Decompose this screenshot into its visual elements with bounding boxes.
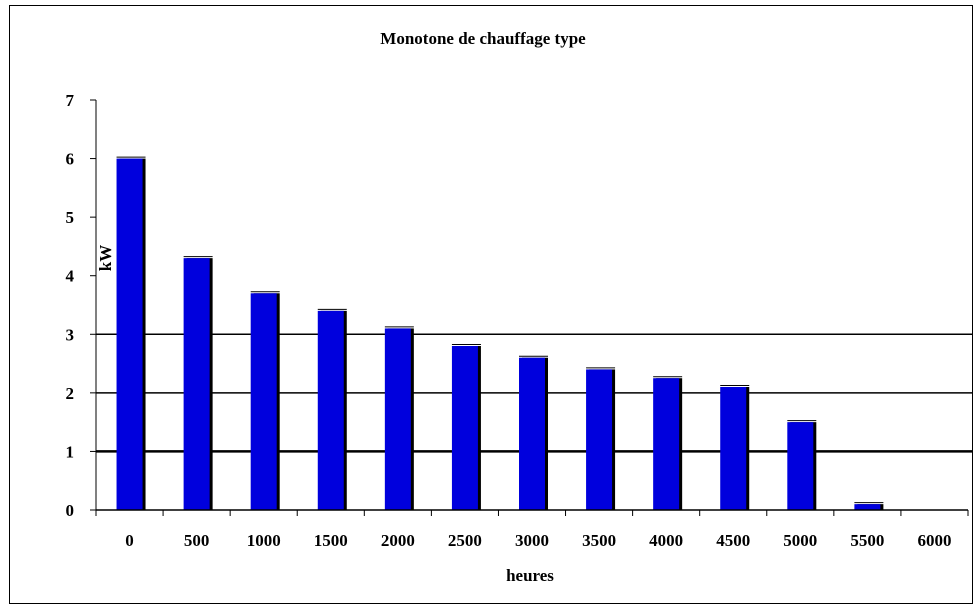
bar-1000 bbox=[250, 291, 280, 510]
bar bbox=[854, 504, 881, 510]
bar bbox=[653, 378, 680, 510]
x-tick-label: 3500 bbox=[582, 531, 616, 550]
x-tick-label: 1500 bbox=[314, 531, 348, 550]
bar bbox=[451, 346, 478, 510]
axes bbox=[95, 100, 968, 511]
y-tick-label: 6 bbox=[66, 150, 75, 169]
x-tick-label: 2500 bbox=[448, 531, 482, 550]
x-tick-label: 6000 bbox=[917, 531, 951, 550]
bar bbox=[586, 369, 613, 510]
bar-5500 bbox=[854, 502, 884, 510]
x-tick-label: 5000 bbox=[783, 531, 817, 550]
bar bbox=[317, 310, 344, 510]
bars bbox=[116, 156, 884, 511]
bar-5000 bbox=[787, 420, 817, 510]
x-tick-label: 1000 bbox=[247, 531, 281, 550]
bar bbox=[250, 293, 277, 510]
x-tick-label: 4500 bbox=[716, 531, 750, 550]
y-tick-label: 5 bbox=[66, 208, 75, 227]
chart-border bbox=[9, 5, 973, 604]
y-tick-label: 0 bbox=[66, 501, 75, 520]
bar bbox=[116, 158, 143, 511]
bar bbox=[787, 422, 814, 510]
y-tick-label: 3 bbox=[66, 325, 75, 344]
y-tick-label: 1 bbox=[66, 442, 75, 461]
x-tick-label: 4000 bbox=[649, 531, 683, 550]
x-ticks: 0 500 1000 1500 2000 2500 3000 3500 4000 4500 5000… bbox=[95, 510, 969, 550]
x-tick-label: 0 bbox=[125, 531, 134, 550]
y-tick-label: 4 bbox=[66, 267, 75, 286]
x-axis-label: heures bbox=[506, 566, 554, 585]
y-tick-label: 2 bbox=[66, 384, 75, 403]
x-tick-label: 500 bbox=[184, 531, 210, 550]
bar bbox=[183, 258, 210, 510]
y-ticks: 0 1 2 3 4 5 6 7 bbox=[66, 91, 96, 520]
bar-2500 bbox=[451, 344, 481, 510]
bar bbox=[519, 357, 545, 510]
chart-title: Monotone de chauffage type bbox=[380, 29, 586, 48]
y-axis-label: kW bbox=[96, 245, 115, 271]
bar-0 bbox=[116, 156, 146, 511]
bar-4000 bbox=[653, 376, 683, 510]
bar-4500 bbox=[720, 385, 750, 510]
bar-3000 bbox=[519, 355, 548, 510]
bar bbox=[720, 387, 747, 510]
x-tick-label: 2000 bbox=[381, 531, 415, 550]
x-tick-label: 3000 bbox=[515, 531, 549, 550]
x-tick-label: 5500 bbox=[850, 531, 884, 550]
bar-500 bbox=[183, 256, 213, 510]
bar bbox=[384, 328, 411, 510]
y-tick-label: 7 bbox=[66, 91, 75, 110]
bar-3500 bbox=[586, 367, 616, 510]
bar-1500 bbox=[317, 308, 347, 510]
bar-2000 bbox=[384, 326, 414, 510]
